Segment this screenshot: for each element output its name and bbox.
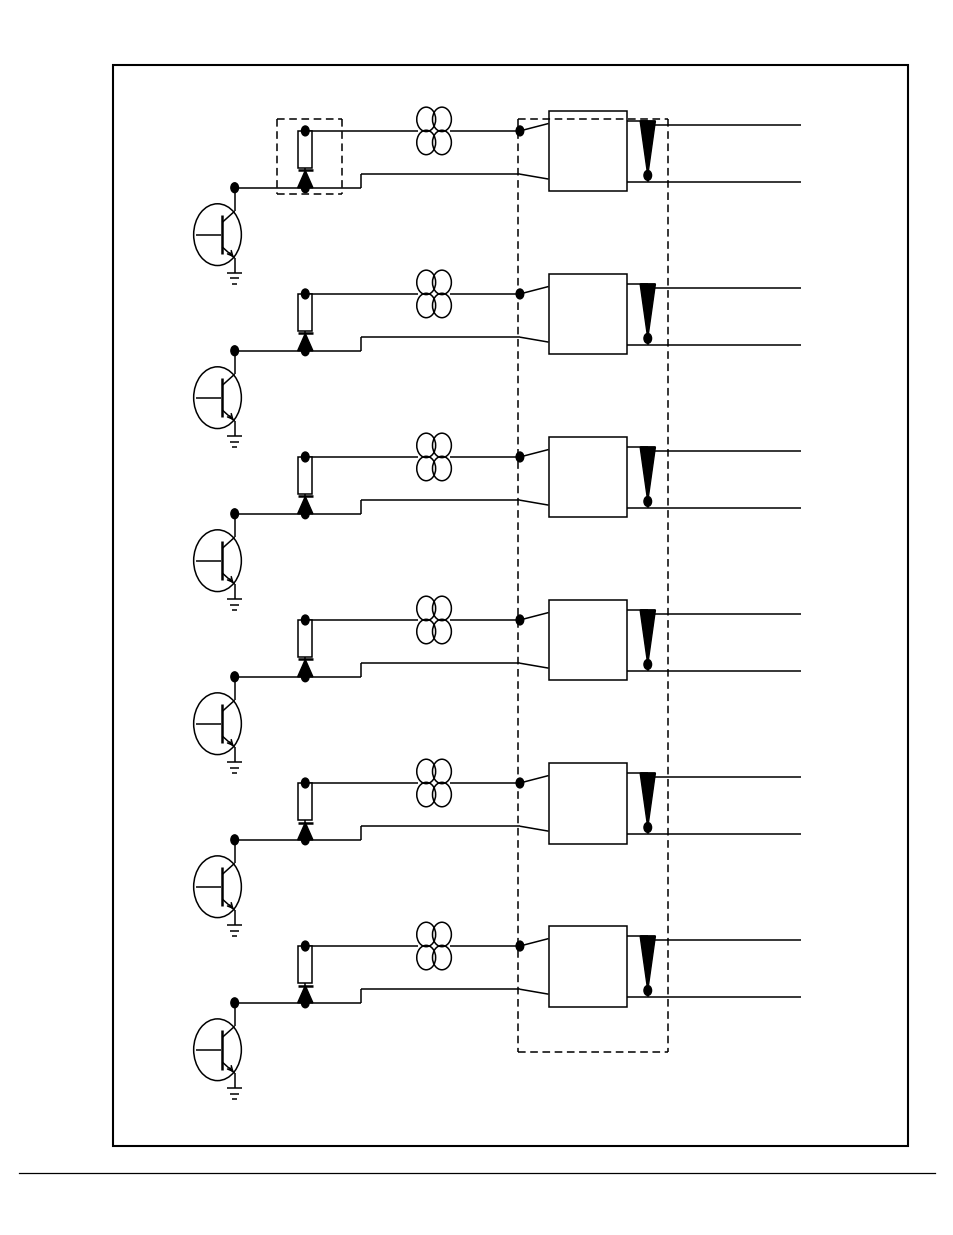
- Polygon shape: [639, 936, 655, 990]
- Circle shape: [301, 183, 309, 193]
- Circle shape: [301, 289, 309, 299]
- Circle shape: [301, 615, 309, 625]
- Bar: [548, 111, 626, 191]
- Circle shape: [301, 346, 309, 356]
- Bar: [297, 620, 312, 657]
- Bar: [297, 131, 312, 168]
- Bar: [548, 437, 626, 517]
- Circle shape: [231, 835, 238, 845]
- Circle shape: [301, 509, 309, 519]
- Circle shape: [643, 659, 651, 669]
- Circle shape: [231, 346, 238, 356]
- Polygon shape: [297, 496, 313, 514]
- Circle shape: [301, 126, 309, 136]
- Bar: [297, 946, 312, 983]
- Circle shape: [643, 333, 651, 343]
- Polygon shape: [639, 773, 655, 827]
- Polygon shape: [297, 333, 313, 351]
- Polygon shape: [639, 610, 655, 664]
- Bar: [297, 457, 312, 494]
- Circle shape: [516, 941, 523, 951]
- Circle shape: [231, 509, 238, 519]
- Polygon shape: [639, 284, 655, 338]
- Circle shape: [301, 672, 309, 682]
- Circle shape: [301, 778, 309, 788]
- Circle shape: [301, 941, 309, 951]
- Bar: [548, 600, 626, 680]
- Circle shape: [516, 452, 523, 462]
- Circle shape: [516, 615, 523, 625]
- Circle shape: [231, 672, 238, 682]
- Circle shape: [643, 496, 651, 506]
- Polygon shape: [297, 986, 313, 1003]
- Circle shape: [231, 183, 238, 193]
- Circle shape: [643, 986, 651, 995]
- Circle shape: [301, 998, 309, 1008]
- Circle shape: [301, 835, 309, 845]
- Bar: [297, 783, 312, 820]
- Circle shape: [643, 823, 651, 832]
- Polygon shape: [297, 659, 313, 677]
- Circle shape: [643, 170, 651, 180]
- Polygon shape: [297, 170, 313, 188]
- Bar: [297, 294, 312, 331]
- Circle shape: [516, 778, 523, 788]
- Circle shape: [516, 126, 523, 136]
- Polygon shape: [297, 823, 313, 840]
- Bar: [548, 763, 626, 844]
- Bar: [548, 926, 626, 1007]
- Bar: [112, 65, 907, 1146]
- Bar: [548, 274, 626, 354]
- Circle shape: [516, 289, 523, 299]
- Polygon shape: [639, 447, 655, 501]
- Circle shape: [301, 452, 309, 462]
- Circle shape: [231, 998, 238, 1008]
- Polygon shape: [639, 121, 655, 175]
